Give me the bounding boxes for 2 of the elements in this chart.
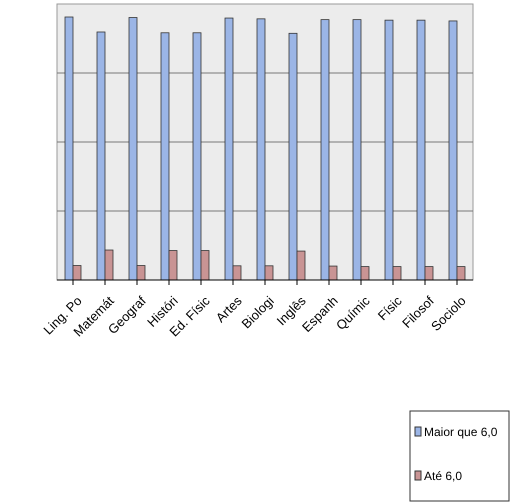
legend-label: Maior que 6,0 (424, 425, 498, 439)
legend-label: Até 6,0 (424, 469, 462, 483)
